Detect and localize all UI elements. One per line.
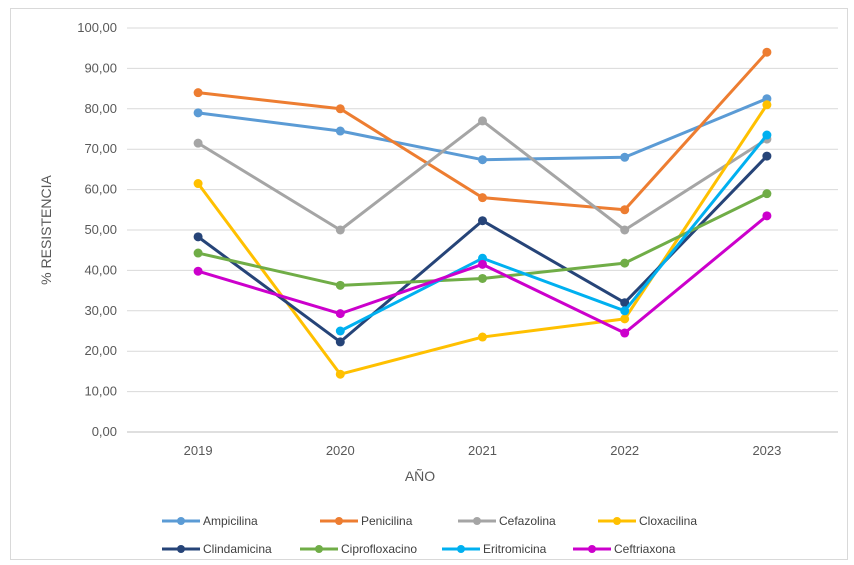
series-line (197, 119, 768, 232)
x-tick-label: 2021 (468, 443, 497, 458)
legend-label: Clindamicina (203, 542, 272, 556)
series-line (339, 134, 769, 333)
data-point (193, 232, 203, 242)
series-penicilina (193, 47, 772, 215)
data-point (335, 104, 345, 114)
data-point (620, 298, 630, 308)
data-point (620, 258, 630, 268)
legend-label: Ciprofloxacino (341, 542, 417, 556)
data-point (620, 328, 630, 338)
series-line (197, 155, 768, 344)
data-point (762, 100, 772, 110)
data-point (335, 326, 345, 336)
legend-label: Penicilina (361, 514, 413, 528)
x-tick-label: 2020 (326, 443, 355, 458)
data-point (620, 225, 630, 235)
series-cloxacilina (193, 100, 772, 379)
legend-item: Eritromicina (442, 542, 547, 556)
x-tick-label: 2022 (610, 443, 639, 458)
legend-swatch-marker (177, 517, 185, 525)
data-point (478, 259, 487, 269)
y-tick-label: 40,00 (84, 262, 117, 277)
legend-item: Cefazolina (458, 514, 556, 528)
legend-swatch-marker (588, 545, 596, 553)
legend-item: Penicilina (320, 514, 413, 528)
data-point (335, 309, 345, 319)
data-point (193, 88, 203, 98)
y-tick-label: 100,00 (77, 20, 117, 35)
y-tick-label: 0,00 (92, 424, 117, 439)
x-axis-title: AÑO (405, 468, 435, 484)
data-point (620, 205, 630, 215)
y-tick-labels: 0,00 10,00 20,00 30,00 40,00 50,00 60,00 70,00 8… (77, 20, 117, 439)
series-ceftriaxona (193, 211, 772, 338)
x-tick-labels: 2019 2020 2021 2022 2023 (184, 443, 782, 458)
legend-swatch-marker (457, 545, 465, 553)
legend-item: Ampicilina (162, 514, 258, 528)
legend-label: Ceftriaxona (614, 542, 676, 556)
series-line (197, 97, 768, 162)
y-tick-label: 80,00 (84, 101, 117, 116)
data-point (478, 116, 487, 126)
y-tick-label: 70,00 (84, 141, 117, 156)
data-point (620, 306, 630, 316)
legend-swatch-marker (335, 517, 343, 525)
x-tick-label: 2023 (752, 443, 781, 458)
y-tick-label: 30,00 (84, 303, 117, 318)
gridlines (127, 27, 838, 433)
legend-item: Cloxacilina (598, 514, 697, 528)
legend-item: Ceftriaxona (573, 542, 676, 556)
data-point (335, 126, 345, 136)
series-ciprofloxacino (193, 189, 772, 290)
data-point (620, 314, 630, 324)
data-point (478, 332, 487, 342)
legend-label: Eritromicina (483, 542, 547, 556)
data-point (762, 47, 772, 57)
data-point (762, 151, 772, 161)
legend-swatch-marker (177, 545, 185, 553)
legend-label: Cloxacilina (639, 514, 697, 528)
data-point (762, 130, 772, 140)
legend-label: Cefazolina (499, 514, 556, 528)
legend-swatch-marker (315, 545, 323, 553)
legend-item: Clindamicina (162, 542, 272, 556)
data-point (762, 189, 772, 199)
y-tick-label: 20,00 (84, 343, 117, 358)
legend-swatch-marker (613, 517, 621, 525)
y-tick-label: 90,00 (84, 60, 117, 75)
data-point (335, 337, 345, 347)
data-point (193, 266, 203, 276)
data-point (478, 155, 487, 165)
y-tick-label: 60,00 (84, 182, 117, 197)
data-point (335, 280, 345, 290)
data-point (478, 193, 487, 203)
legend: Ampicilina Penicilina Cefazolina Cloxacilin… (162, 514, 697, 556)
data-point (335, 369, 345, 379)
x-tick-label: 2019 (184, 443, 213, 458)
data-point (478, 216, 487, 226)
series-ampicilina (193, 94, 772, 165)
series-line (197, 51, 769, 212)
y-tick-label: 10,00 (84, 384, 117, 399)
series-lines (193, 47, 772, 379)
series-clindamicina (193, 151, 772, 347)
data-point (762, 211, 772, 221)
data-point (335, 225, 345, 235)
y-axis-title: % RESISTENCIA (38, 175, 54, 285)
series-eritromicina (335, 130, 772, 336)
data-point (193, 179, 203, 189)
y-tick-label: 50,00 (84, 222, 117, 237)
data-point (193, 138, 203, 148)
data-point (478, 273, 487, 283)
data-point (620, 152, 630, 162)
legend-label: Ampicilina (203, 514, 258, 528)
series-cefazolina (193, 116, 772, 235)
data-point (193, 108, 203, 118)
legend-item: Ciprofloxacino (300, 542, 417, 556)
data-point (193, 248, 203, 258)
legend-swatch-marker (473, 517, 481, 525)
